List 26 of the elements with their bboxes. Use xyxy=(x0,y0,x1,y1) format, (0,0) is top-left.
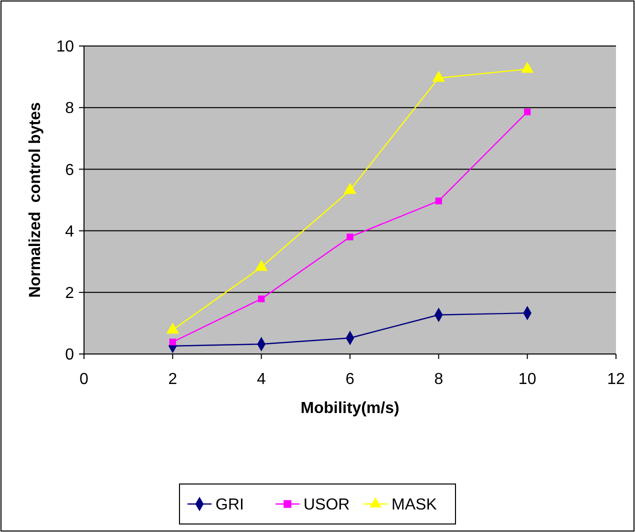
x-axis-title: Mobility(m/s) xyxy=(300,400,400,417)
y-tick-label: 10 xyxy=(56,38,74,56)
point xyxy=(432,70,446,82)
y-tick-label: 0 xyxy=(65,346,74,364)
point xyxy=(520,62,534,73)
legend-label: GRI xyxy=(216,496,244,514)
x-tick-label: 2 xyxy=(168,371,178,388)
x-tick-label: 10 xyxy=(518,371,536,388)
point xyxy=(344,182,356,194)
point xyxy=(169,338,176,346)
y-axis-title: Normalized control bytes xyxy=(27,102,44,298)
x-tick-label: 6 xyxy=(346,371,355,388)
point xyxy=(346,234,354,240)
point xyxy=(254,260,268,271)
x-tick-label: 4 xyxy=(256,371,266,388)
x-tick-label: 0 xyxy=(80,371,89,388)
x-tick-label: 12 xyxy=(607,371,625,388)
y-tick-label: 4 xyxy=(65,223,74,240)
point xyxy=(435,198,442,204)
legend-label: USOR xyxy=(304,496,350,514)
y-tick-label: 6 xyxy=(65,162,74,179)
point xyxy=(258,296,265,302)
y-tick-label: 8 xyxy=(65,100,74,118)
y-tick-label: 2 xyxy=(65,285,74,302)
x-tick-label: 8 xyxy=(434,371,444,388)
legend-label: MASK xyxy=(392,496,438,514)
